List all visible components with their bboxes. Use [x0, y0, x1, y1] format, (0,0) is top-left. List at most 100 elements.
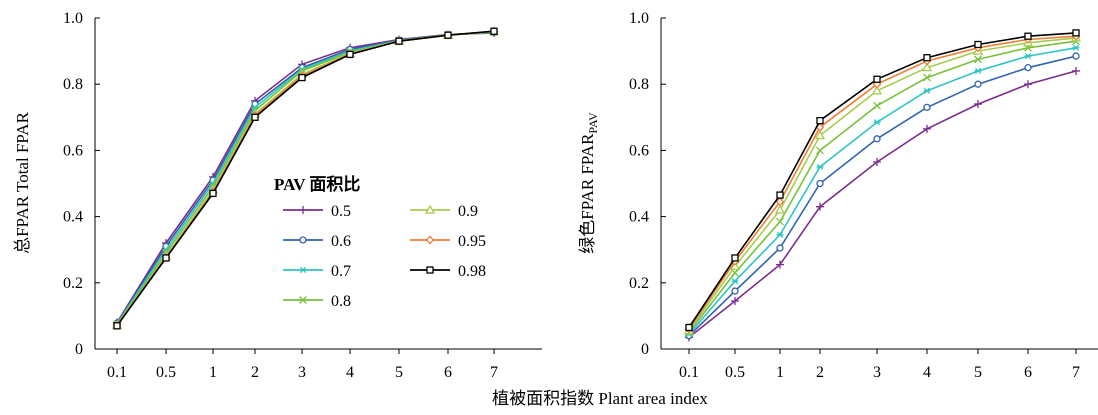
data-point: [816, 163, 824, 171]
data-point: [1072, 29, 1080, 37]
y-tick-label: 0: [641, 341, 649, 358]
series-0.6: [685, 52, 1080, 340]
x-tick-label: 3: [873, 364, 881, 381]
legend-entry-0.98: 0.98: [410, 263, 486, 280]
data-point: [873, 101, 881, 110]
data-point: [923, 87, 931, 94]
series-layer: [683, 29, 1082, 342]
x-tick-label: 0.5: [156, 364, 176, 381]
legend-label: 0.9: [458, 203, 478, 220]
data-point: [873, 135, 881, 143]
x-axis-title: 植被面积指数 Plant area index: [492, 389, 708, 408]
data-point: [814, 130, 826, 140]
series-line: [688, 32, 1077, 328]
data-point: [816, 116, 824, 125]
data-point: [1024, 80, 1032, 89]
series-0.98: [113, 27, 498, 330]
data-point: [731, 254, 739, 262]
series-0.9: [683, 32, 1082, 335]
data-point: [776, 260, 784, 269]
legend-title: PAV 面积比: [274, 174, 360, 194]
data-point: [729, 260, 741, 270]
data-point: [923, 124, 931, 133]
y-tick-label: 1.0: [63, 10, 83, 27]
y-tick-label: 0.2: [629, 275, 649, 292]
data-point: [209, 189, 217, 198]
x-tick-label: 2: [816, 364, 824, 381]
data-point: [871, 85, 883, 95]
series-0.98: [685, 29, 1080, 332]
data-point: [776, 231, 784, 238]
y-axis-title: 总FPAR Total FPAR: [13, 111, 32, 253]
legend-label: 0.95: [458, 233, 486, 250]
x-tick-label: 5: [395, 364, 403, 381]
left-panel: 0 0.2 0.4 0.6 0.8 1.0 0.1 0.5 1 2 3 4 5 6 7 总FPAR Tot…: [13, 10, 542, 381]
data-point: [923, 103, 931, 112]
y-tick-label: 0.4: [63, 209, 83, 226]
legend-entry-0.7: 0.7: [283, 263, 351, 280]
legend-marker: [426, 266, 434, 274]
data-point: [816, 146, 824, 155]
data-point: [1024, 64, 1032, 72]
data-point: [873, 157, 881, 166]
data-point: [685, 323, 693, 332]
x-tick-label: 4: [923, 364, 931, 381]
legend-label: 0.5: [331, 203, 351, 220]
legend-marker: [425, 235, 435, 245]
data-point: [974, 67, 982, 75]
data-point: [974, 55, 982, 64]
data-point: [298, 73, 306, 82]
series-line: [688, 40, 1077, 333]
data-point: [873, 119, 881, 126]
legend-marker: [299, 266, 307, 274]
data-point: [490, 27, 498, 35]
x-tick-label: 7: [1072, 364, 1080, 381]
legend-label: 0.6: [331, 233, 351, 250]
x-tick-label: 1: [776, 364, 784, 381]
x-tick-label: 0.1: [679, 364, 699, 381]
data-point: [113, 322, 121, 330]
y-axis-title: 绿色FPAR FPARPAV: [578, 112, 600, 254]
legend-marker: [299, 236, 307, 244]
legend-entry-0.6: 0.6: [283, 233, 351, 250]
x-tick-label: 6: [444, 364, 452, 381]
y-tick-label: 0.2: [63, 275, 83, 292]
series-0.5: [685, 66, 1080, 342]
y-axis-title-sub: PAV: [586, 112, 600, 134]
data-point: [251, 113, 259, 121]
x-tick-label: 5: [974, 364, 982, 381]
y-tick-label: 1.0: [629, 10, 649, 27]
x-ticks: 0.1 0.5 1 2 3 4 5 6 7: [679, 349, 1080, 381]
x-tick-label: 4: [346, 364, 354, 381]
data-point: [873, 75, 881, 83]
data-point: [923, 54, 931, 62]
data-point: [1024, 52, 1032, 60]
data-point: [444, 31, 452, 39]
data-point: [923, 73, 931, 82]
legend-label: 0.98: [458, 263, 486, 280]
data-point: [921, 62, 933, 72]
data-point: [1024, 32, 1032, 40]
data-point: [731, 297, 739, 306]
data-point: [1072, 52, 1080, 60]
x-tick-label: 0.1: [107, 364, 127, 381]
data-point: [395, 37, 403, 45]
data-point: [346, 50, 354, 59]
data-point: [974, 100, 982, 109]
x-tick-label: 6: [1024, 364, 1032, 381]
y-ticks: 0 0.2 0.4 0.6 0.8 1.0: [629, 10, 666, 358]
x-tick-label: 3: [298, 364, 306, 381]
x-tick-label: 7: [490, 364, 498, 381]
data-point: [731, 278, 739, 285]
legend-label: 0.8: [331, 293, 351, 310]
series-line: [688, 35, 1077, 330]
data-point: [731, 287, 739, 295]
data-point: [816, 179, 824, 188]
y-ticks: 0 0.2 0.4 0.6 0.8 1.0: [63, 10, 100, 358]
data-point: [162, 254, 170, 262]
y-tick-label: 0.6: [63, 142, 83, 159]
y-tick-label: 0.6: [629, 142, 649, 159]
legend-marker: [299, 206, 307, 214]
y-tick-label: 0.4: [629, 209, 649, 226]
series-layer: [111, 26, 500, 330]
